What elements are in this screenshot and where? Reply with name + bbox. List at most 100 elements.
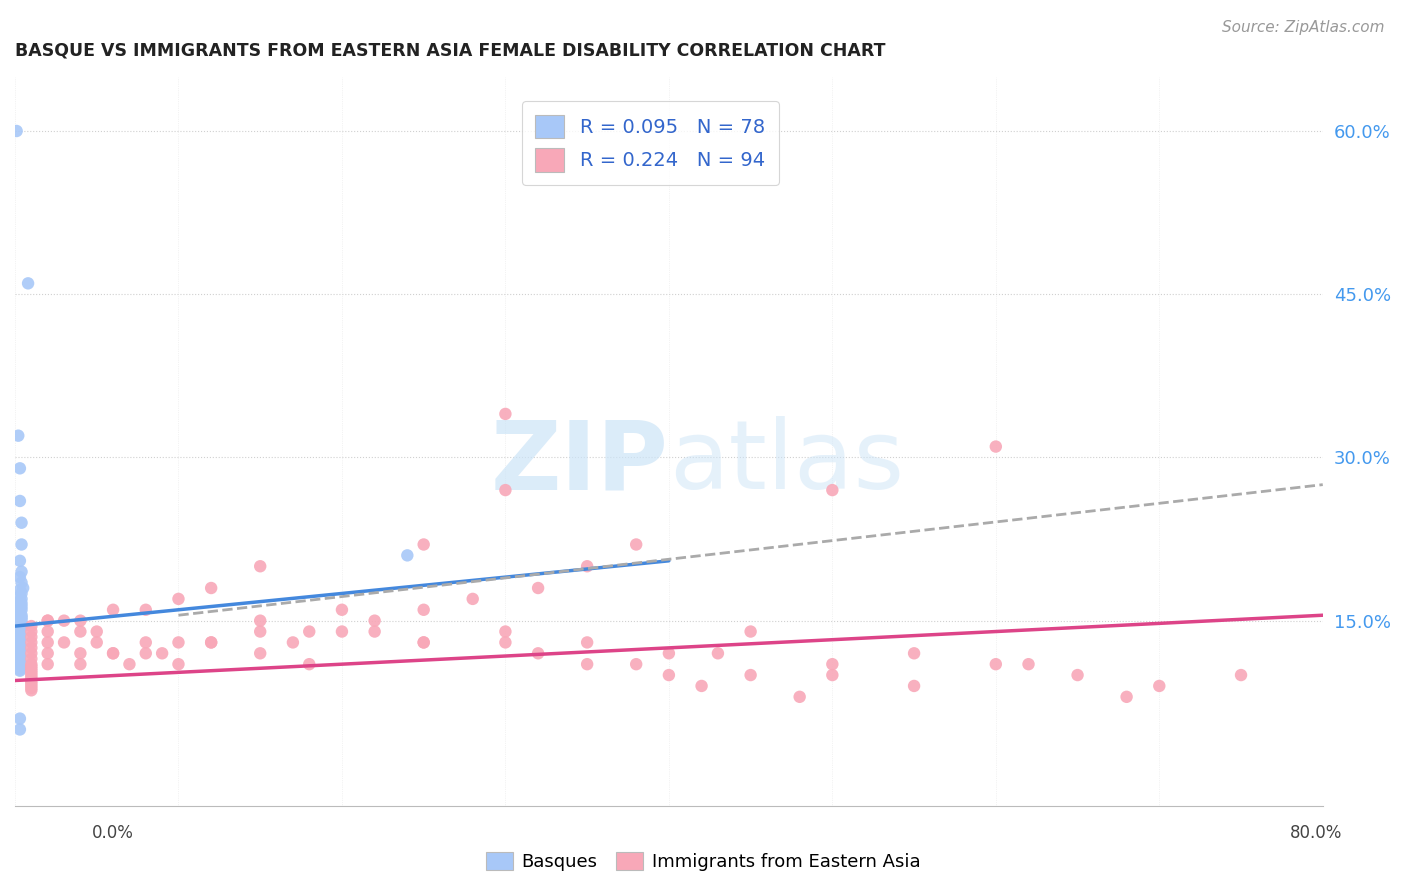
Point: [8, 606, 31, 620]
Point: [707, 646, 730, 660]
Point: [10, 537, 32, 551]
Point: [20, 659, 42, 673]
Text: BASQUE VS IMMIGRANTS FROM EASTERN ASIA FEMALE DISABILITY CORRELATION CHART: BASQUE VS IMMIGRANTS FROM EASTERN ASIA F…: [15, 42, 886, 60]
Point: [10, 586, 32, 600]
Point: [8, 643, 31, 657]
Point: [903, 679, 925, 693]
Point: [8, 658, 31, 673]
Point: [20, 668, 42, 682]
Point: [8, 616, 31, 631]
Point: [8, 635, 31, 649]
Point: [6, 124, 28, 138]
Point: [8, 655, 31, 669]
Point: [8, 625, 31, 640]
Point: [8, 623, 31, 637]
Point: [8, 494, 31, 508]
Point: [461, 591, 484, 606]
Point: [8, 631, 31, 645]
Point: [821, 483, 844, 497]
Point: [167, 591, 190, 606]
Point: [167, 635, 190, 649]
Text: 0.0%: 0.0%: [91, 824, 134, 842]
Legend: R = 0.095   N = 78, R = 0.224   N = 94: R = 0.095 N = 78, R = 0.224 N = 94: [522, 101, 779, 186]
Point: [135, 603, 157, 617]
Point: [8, 659, 31, 673]
Point: [740, 624, 762, 639]
Point: [10, 599, 32, 614]
Point: [86, 624, 108, 639]
Point: [101, 646, 124, 660]
Point: [412, 635, 434, 649]
Point: [363, 624, 385, 639]
Point: [37, 614, 59, 628]
Point: [8, 640, 31, 654]
Point: [8, 605, 31, 619]
Point: [821, 657, 844, 672]
Point: [412, 603, 434, 617]
Point: [658, 668, 681, 682]
Point: [330, 603, 353, 617]
Point: [8, 664, 31, 678]
Point: [37, 646, 59, 660]
Point: [8, 712, 31, 726]
Point: [789, 690, 811, 704]
Point: [10, 516, 32, 530]
Point: [576, 635, 599, 649]
Point: [20, 657, 42, 672]
Point: [984, 440, 1007, 454]
Point: [527, 646, 550, 660]
Point: [8, 633, 31, 648]
Point: [8, 598, 31, 612]
Point: [8, 661, 31, 675]
Point: [494, 635, 516, 649]
Point: [8, 570, 31, 584]
Point: [10, 613, 32, 627]
Point: [8, 663, 31, 677]
Point: [8, 644, 31, 658]
Point: [494, 624, 516, 639]
Point: [118, 657, 141, 672]
Point: [135, 635, 157, 649]
Point: [8, 648, 31, 663]
Point: [527, 581, 550, 595]
Point: [8, 646, 31, 660]
Point: [10, 575, 32, 590]
Point: [200, 635, 222, 649]
Point: [8, 636, 31, 650]
Point: [69, 624, 91, 639]
Point: [8, 630, 31, 644]
Point: [20, 677, 42, 691]
Point: [281, 635, 304, 649]
Text: ZIP: ZIP: [491, 417, 669, 509]
Point: [20, 619, 42, 633]
Point: [8, 624, 31, 639]
Point: [624, 537, 647, 551]
Point: [37, 614, 59, 628]
Point: [8, 609, 31, 624]
Point: [7, 428, 30, 442]
Point: [8, 583, 31, 598]
Point: [200, 581, 222, 595]
Point: [494, 407, 516, 421]
Point: [8, 629, 31, 643]
Point: [8, 653, 31, 667]
Point: [20, 683, 42, 698]
Point: [20, 681, 42, 695]
Point: [10, 596, 32, 610]
Point: [8, 638, 31, 652]
Text: atlas: atlas: [669, 417, 904, 509]
Point: [330, 624, 353, 639]
Point: [1230, 668, 1253, 682]
Point: [20, 640, 42, 655]
Point: [249, 614, 271, 628]
Point: [10, 565, 32, 579]
Point: [658, 646, 681, 660]
Point: [10, 610, 32, 624]
Point: [167, 657, 190, 672]
Point: [150, 646, 173, 660]
Point: [53, 614, 76, 628]
Point: [69, 614, 91, 628]
Point: [8, 645, 31, 659]
Point: [8, 649, 31, 664]
Point: [412, 537, 434, 551]
